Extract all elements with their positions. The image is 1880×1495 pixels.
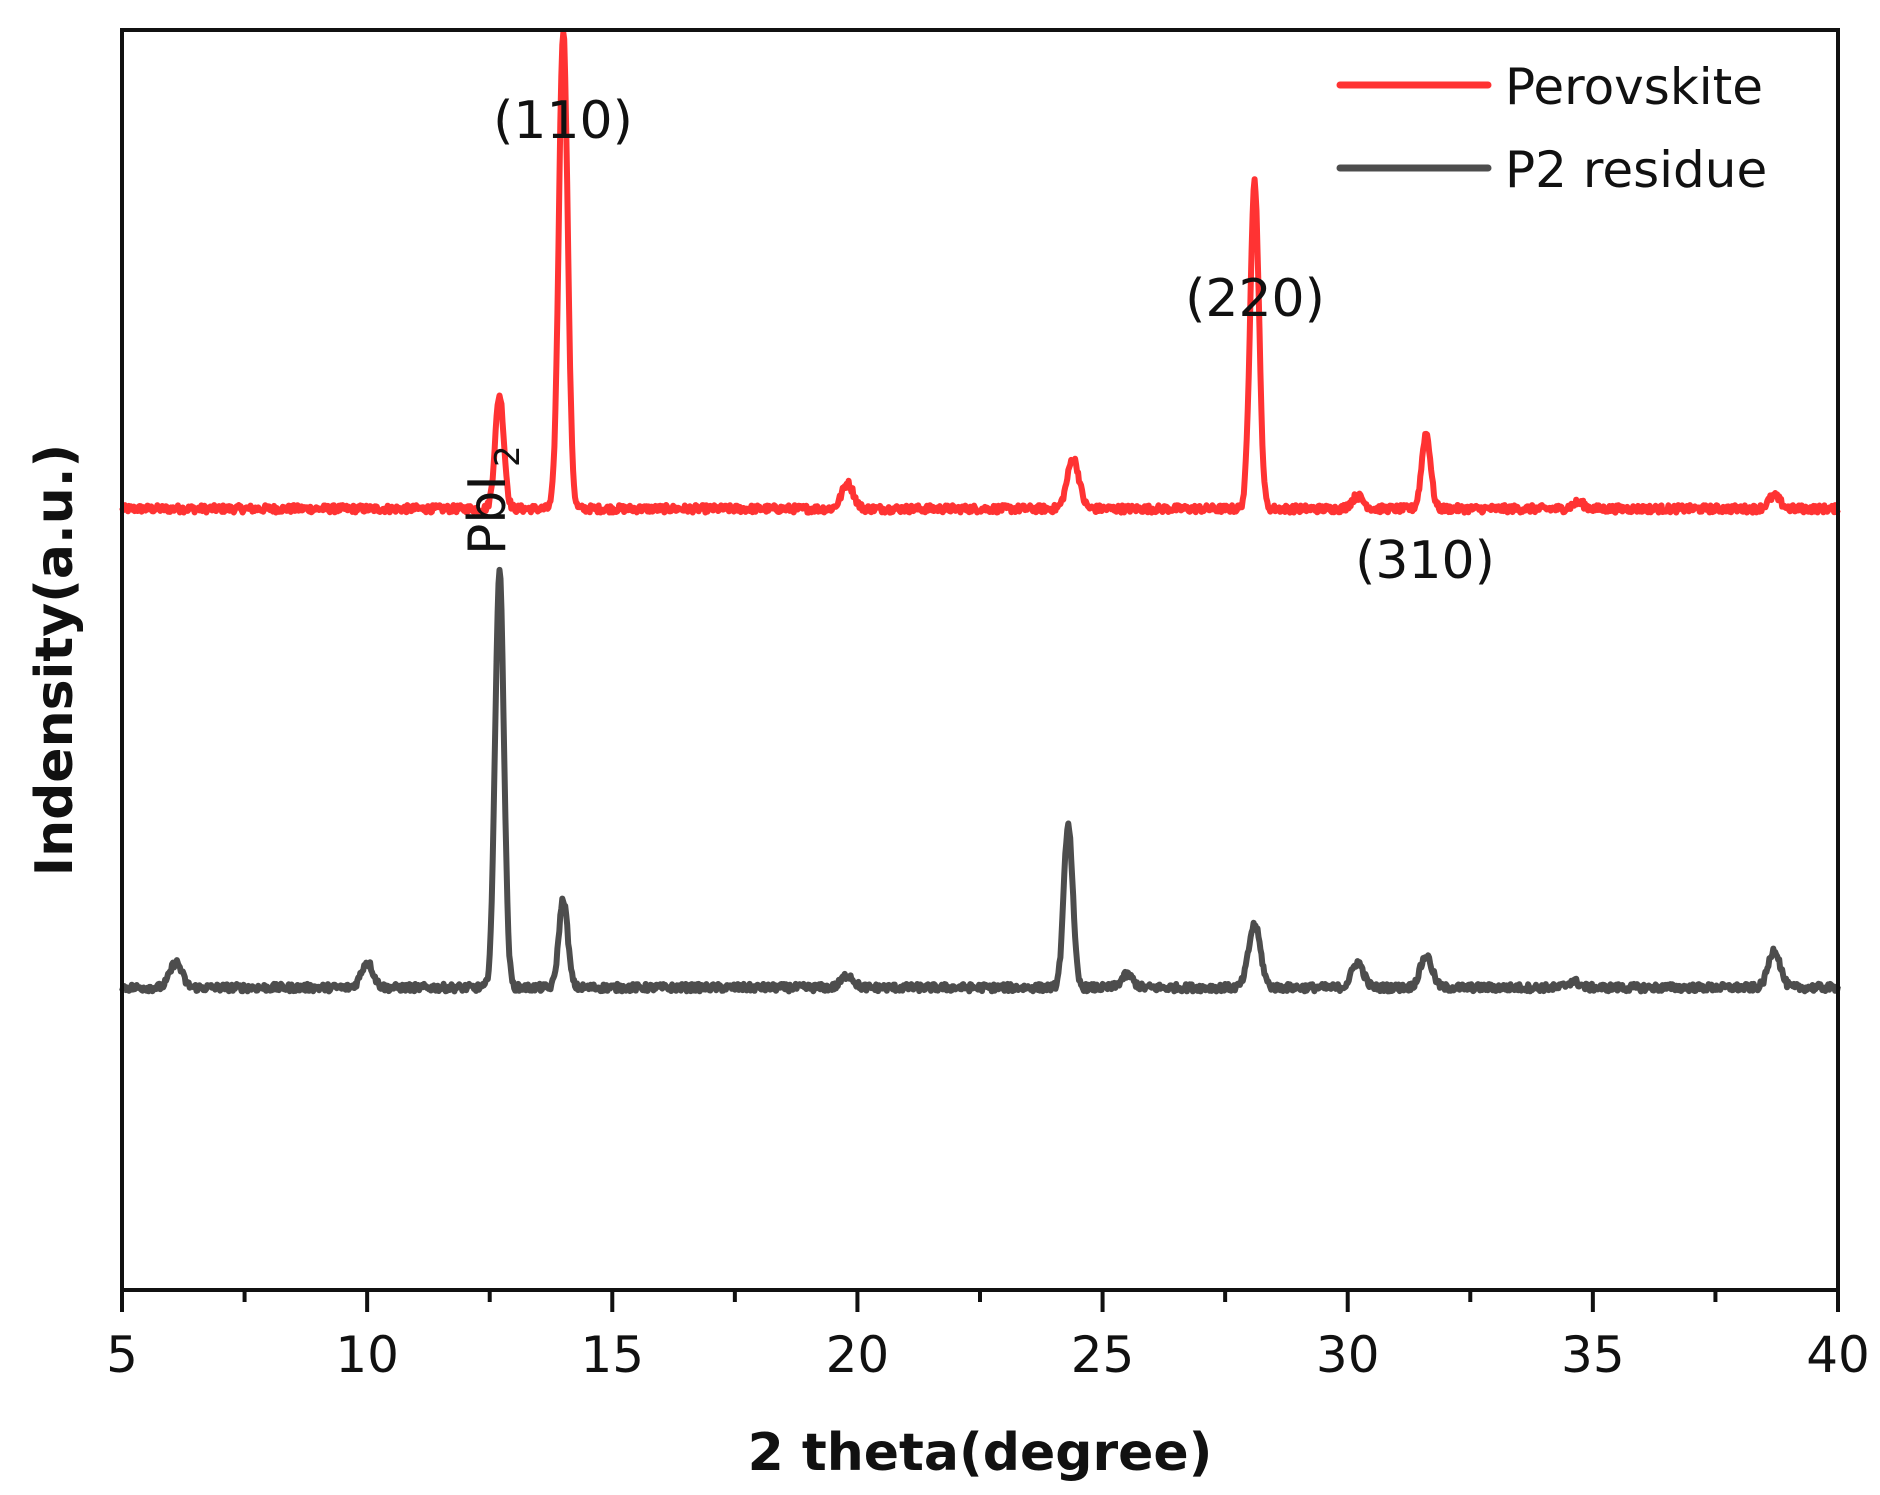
annotation-pbi2-subscript: 2 (488, 445, 528, 467)
x-tick-label: 10 (335, 1326, 399, 1384)
series-line-perovskite (119, 29, 1841, 516)
annotation-pbi2: PbI 2 (458, 445, 528, 555)
x-tick-label: 5 (106, 1326, 138, 1384)
x-tick-label: 30 (1316, 1326, 1380, 1384)
y-axis-title: Indensity(a.u.) (25, 444, 85, 877)
annotation-220: (220) (1185, 269, 1325, 329)
annotation-pbi2-text: PbI (458, 475, 518, 555)
x-tick-label: 35 (1561, 1326, 1625, 1384)
x-axis-ticks: 5 10 15 20 25 30 35 40 (106, 1290, 1870, 1384)
legend-label-p2-residue: P2 residue (1505, 141, 1767, 199)
annotation-310: (310) (1355, 531, 1495, 591)
x-tick-label: 25 (1071, 1326, 1135, 1384)
legend: Perovskite P2 residue (1336, 58, 1767, 199)
x-tick-label: 15 (580, 1326, 644, 1384)
plot-frame (120, 28, 1840, 1292)
plot-traces (119, 29, 1841, 995)
annotation-110: (110) (493, 91, 633, 151)
legend-label-perovskite: Perovskite (1505, 58, 1763, 116)
series-line-p2-residue (119, 566, 1841, 995)
x-axis-title: 2 theta(degree) (748, 1423, 1213, 1483)
x-tick-label: 20 (826, 1326, 890, 1384)
x-tick-label: 40 (1806, 1326, 1870, 1384)
